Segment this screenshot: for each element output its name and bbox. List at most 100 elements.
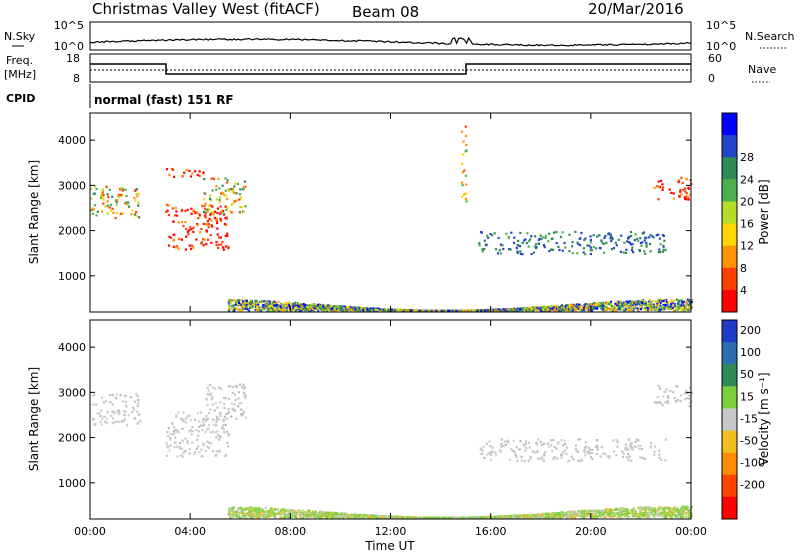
ground-scatter-cell: [578, 307, 581, 310]
ground-scatter-cell: [619, 307, 622, 310]
ground-scatter-cell: [641, 301, 644, 304]
ground-scatter-cell: [316, 307, 319, 310]
data-cell: [588, 452, 591, 455]
data-cell: [102, 401, 106, 404]
data-cell: [635, 438, 638, 441]
data-cell: [210, 219, 213, 222]
ground-scatter-cell: [581, 509, 584, 512]
ground-scatter-cell: [542, 308, 545, 311]
ground-scatter-cell: [536, 306, 539, 309]
ground-scatter-cell: [231, 516, 234, 519]
data-cell: [643, 239, 646, 242]
ground-scatter-cell: [300, 305, 303, 308]
data-cell: [118, 411, 121, 415]
ground-scatter-cell: [537, 308, 540, 311]
ground-scatter-cell: [411, 309, 414, 312]
ground-scatter-cell: [655, 513, 658, 516]
data-cell: [237, 391, 241, 394]
ground-scatter-cell: [295, 302, 298, 305]
ground-scatter-cell: [610, 308, 613, 311]
ground-scatter-cell: [288, 303, 291, 306]
ground-scatter-cell: [257, 303, 260, 306]
ground-scatter-cell: [242, 510, 245, 513]
data-cell: [662, 250, 665, 253]
data-cell: [222, 248, 225, 251]
ground-scatter-cell: [560, 516, 563, 519]
ground-scatter-cell: [665, 298, 668, 301]
ground-scatter-cell: [571, 304, 574, 307]
data-cell: [227, 412, 230, 415]
ground-scatter-cell: [283, 302, 286, 305]
data-cell: [99, 196, 103, 199]
data-cell: [221, 240, 224, 244]
data-cell: [599, 247, 602, 250]
ground-scatter-cell: [555, 306, 558, 309]
data-cell: [167, 213, 171, 217]
ground-scatter-cell: [690, 298, 693, 301]
ground-scatter-cell: [331, 309, 334, 312]
ground-scatter-cell: [621, 513, 624, 516]
data-cell: [627, 448, 630, 451]
data-cell: [580, 458, 583, 461]
data-cell: [211, 189, 214, 192]
data-cell: [224, 205, 227, 208]
data-cell: [675, 401, 678, 404]
data-cell: [194, 211, 197, 214]
data-cell: [106, 411, 109, 414]
ground-scatter-cell: [345, 306, 348, 309]
data-cell: [111, 417, 114, 420]
data-cell: [510, 448, 513, 451]
data-cell: [568, 250, 571, 253]
ground-scatter-cell: [260, 301, 263, 304]
data-cell: [480, 452, 483, 456]
data-cell: [551, 248, 555, 251]
data-cell: [555, 230, 558, 234]
data-cell: [136, 421, 140, 425]
data-cell: [115, 410, 119, 413]
ground-scatter-cell: [671, 302, 674, 305]
data-cell: [114, 396, 117, 400]
ground-scatter-cell: [317, 303, 320, 306]
ground-scatter-cell: [315, 305, 318, 308]
data-cell: [135, 211, 138, 214]
data-cell: [110, 414, 113, 418]
data-cell: [116, 420, 119, 423]
ground-scatter-cell: [573, 307, 576, 310]
data-cell: [227, 188, 230, 191]
data-cell: [121, 212, 124, 215]
ground-scatter-cell: [444, 309, 447, 312]
data-cell: [625, 456, 629, 459]
ground-scatter-cell: [650, 308, 653, 311]
data-cell: [212, 423, 215, 426]
ground-scatter-cell: [666, 511, 669, 514]
data-cell: [196, 438, 199, 442]
data-cell: [220, 243, 223, 246]
data-cell: [189, 226, 192, 229]
velocity-data-layer: [91, 383, 694, 519]
data-cell: [197, 430, 201, 433]
data-cell: [658, 453, 661, 456]
ground-scatter-cell: [227, 513, 230, 516]
data-cell: [645, 241, 648, 245]
data-cell: [231, 407, 234, 410]
ground-scatter-cell: [632, 304, 635, 307]
ground-scatter-cell: [636, 307, 639, 310]
data-cell: [557, 245, 560, 249]
data-cell: [536, 443, 539, 446]
data-cell: [210, 398, 213, 401]
data-cell: [548, 445, 551, 448]
data-cell: [202, 204, 206, 207]
y-tick-label: 2000: [58, 225, 86, 238]
data-cell: [590, 451, 594, 455]
ground-scatter-cell: [659, 302, 662, 305]
data-cell: [519, 439, 522, 443]
data-cell: [216, 227, 219, 230]
data-cell: [191, 426, 194, 429]
data-cell: [230, 187, 233, 191]
ground-scatter-cell: [483, 309, 486, 312]
ground-scatter-cell: [228, 304, 231, 307]
ground-scatter-cell: [476, 309, 479, 312]
data-cell: [679, 394, 683, 397]
data-cell: [532, 450, 535, 453]
ground-scatter-cell: [227, 300, 230, 303]
